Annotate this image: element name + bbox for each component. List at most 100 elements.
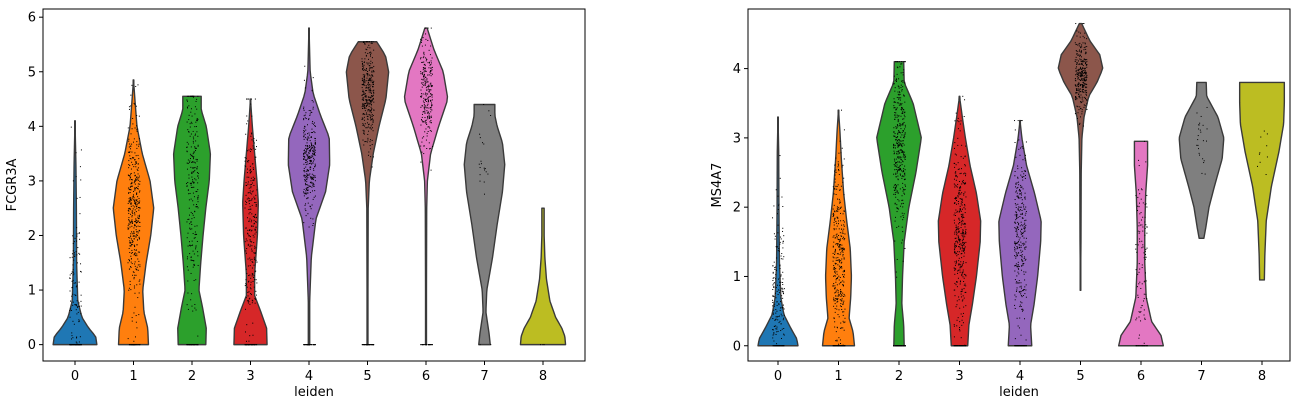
data-point — [1014, 279, 1016, 281]
data-point — [312, 108, 314, 110]
data-point — [303, 163, 305, 165]
data-point — [136, 253, 138, 255]
data-point — [1140, 320, 1142, 322]
data-point — [965, 285, 967, 287]
data-point — [303, 138, 305, 140]
data-point — [304, 179, 306, 181]
data-point — [253, 142, 255, 144]
data-point — [1023, 262, 1025, 264]
data-point — [138, 207, 140, 209]
data-point — [839, 261, 841, 263]
data-point — [895, 271, 897, 273]
data-point — [896, 102, 898, 104]
data-point — [138, 292, 140, 294]
data-point — [960, 337, 962, 339]
data-point — [957, 237, 959, 239]
data-point — [373, 89, 375, 91]
data-point — [314, 132, 316, 134]
data-point — [79, 166, 81, 168]
data-point — [961, 288, 963, 290]
data-point — [309, 113, 311, 115]
data-point — [895, 186, 897, 188]
data-point — [304, 184, 306, 186]
data-point — [1014, 244, 1016, 246]
data-point — [313, 159, 315, 161]
data-point — [841, 258, 843, 260]
data-point — [1135, 244, 1137, 246]
data-point — [192, 179, 194, 181]
data-point — [1016, 253, 1018, 255]
data-point — [429, 121, 431, 123]
data-point — [130, 255, 132, 257]
data-point — [252, 344, 254, 346]
data-point — [904, 133, 906, 135]
data-point — [251, 219, 253, 221]
data-point — [190, 146, 192, 148]
data-point — [902, 187, 904, 189]
data-point — [1143, 314, 1145, 316]
data-point — [783, 288, 785, 290]
data-point — [962, 249, 964, 251]
data-point — [832, 268, 834, 270]
data-point — [195, 248, 197, 250]
data-point — [1023, 289, 1025, 291]
data-point — [131, 197, 133, 199]
data-point — [370, 112, 372, 114]
data-point — [778, 205, 780, 207]
data-point — [431, 69, 433, 71]
data-point — [425, 128, 427, 130]
data-point — [897, 67, 899, 69]
data-point — [131, 320, 133, 322]
data-point — [960, 345, 961, 347]
data-point — [131, 225, 133, 227]
data-point — [255, 231, 257, 233]
data-point — [903, 114, 905, 116]
data-point — [366, 99, 368, 101]
data-point — [128, 260, 130, 262]
data-point — [1018, 148, 1020, 150]
data-point — [1082, 91, 1084, 93]
data-point — [253, 222, 255, 224]
data-point — [1084, 97, 1086, 99]
data-point — [250, 180, 252, 182]
data-point — [420, 96, 422, 98]
data-point — [73, 323, 75, 325]
violin-points-5 — [361, 41, 375, 346]
data-point — [893, 127, 895, 129]
data-point — [773, 283, 775, 285]
data-point — [80, 149, 82, 151]
data-point — [898, 87, 900, 89]
data-point — [76, 300, 78, 302]
data-point — [255, 205, 257, 207]
data-point — [427, 88, 429, 90]
data-point — [777, 316, 779, 318]
data-point — [431, 85, 433, 87]
data-point — [363, 107, 365, 109]
data-point — [133, 199, 135, 201]
data-point — [901, 146, 903, 148]
data-point — [775, 328, 777, 330]
data-point — [964, 222, 966, 224]
data-point — [834, 300, 836, 302]
data-point — [1140, 345, 1142, 347]
data-point — [832, 256, 834, 258]
data-point — [772, 313, 774, 315]
data-point — [837, 238, 839, 240]
data-point — [901, 109, 903, 111]
data-point — [900, 104, 902, 106]
data-point — [965, 274, 967, 276]
data-point — [1266, 145, 1268, 147]
data-point — [1135, 345, 1137, 347]
data-point — [898, 86, 900, 88]
data-point — [836, 206, 838, 208]
data-point — [197, 207, 199, 209]
data-point — [1017, 240, 1019, 242]
data-point — [1015, 217, 1017, 219]
data-point — [900, 87, 902, 89]
data-point — [961, 208, 963, 210]
data-point — [904, 61, 906, 63]
data-point — [424, 63, 426, 65]
data-point — [965, 275, 967, 277]
data-point — [840, 212, 842, 214]
data-point — [1021, 192, 1023, 194]
